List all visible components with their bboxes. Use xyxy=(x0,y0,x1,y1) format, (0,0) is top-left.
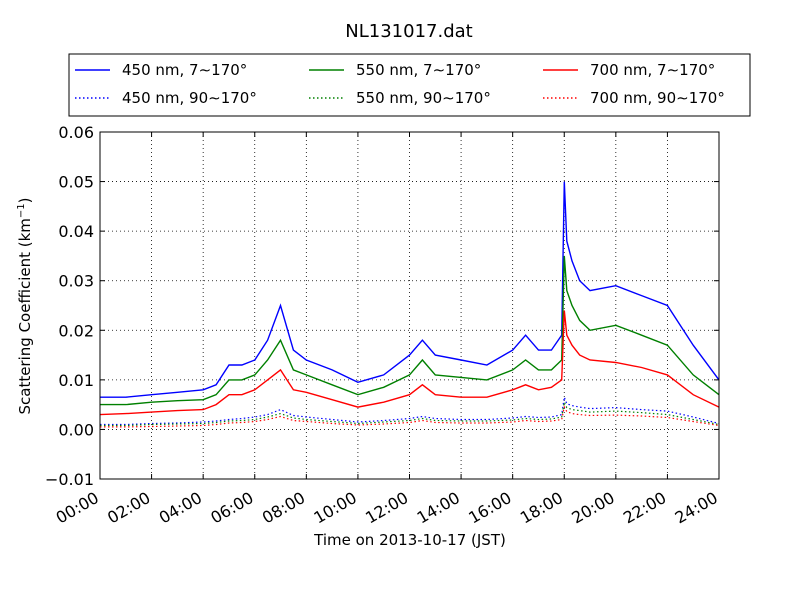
y-axis-label-unit-exponent: −1 xyxy=(16,203,27,218)
y-axis-label-close: ) xyxy=(16,197,34,203)
x-tick-label: 22:00 xyxy=(620,488,669,528)
grid-lines xyxy=(100,132,719,479)
x-tick-label: 00:00 xyxy=(53,488,102,528)
x-tick-label: 08:00 xyxy=(259,488,308,528)
x-tick-label: 16:00 xyxy=(465,488,514,528)
y-tick-label: 0.06 xyxy=(58,123,94,142)
y-tick-label: 0.04 xyxy=(58,222,94,241)
legend-label: 550 nm, 7∼170° xyxy=(356,61,481,79)
legend: 450 nm, 7∼170° 550 nm, 7∼170° 700 nm, 7∼17… xyxy=(75,61,725,107)
x-tick-label: 12:00 xyxy=(362,488,411,528)
x-tick-label: 06:00 xyxy=(207,488,256,528)
series-line xyxy=(100,181,720,398)
x-tick-label: 20:00 xyxy=(568,488,617,528)
legend-label: 700 nm, 7∼170° xyxy=(590,61,715,79)
y-tick-label: 0.00 xyxy=(58,420,94,439)
data-series xyxy=(99,181,720,428)
y-tick-labels: −0.01 0.00 0.01 0.02 0.03 0.04 0.05 0.06 xyxy=(45,123,94,489)
y-tick-label: −0.01 xyxy=(45,470,94,489)
legend-label: 700 nm, 90∼170° xyxy=(590,89,725,107)
legend-label: 550 nm, 90∼170° xyxy=(356,89,491,107)
x-tick-label: 10:00 xyxy=(310,488,359,528)
x-tick-labels: 00:00 02:00 04:00 06:00 08:00 10:00 12:00 14:00… xyxy=(53,488,721,528)
legend-label: 450 nm, 7∼170° xyxy=(122,61,247,79)
x-tick-label: 14:00 xyxy=(414,488,463,528)
x-tick-label: 02:00 xyxy=(104,488,153,528)
series-line xyxy=(99,310,720,416)
series-line xyxy=(100,400,720,427)
x-tick-label: 24:00 xyxy=(672,488,721,528)
axis-ticks xyxy=(99,131,720,480)
legend-box xyxy=(68,53,751,117)
series-line xyxy=(100,394,720,426)
y-tick-label: 0.05 xyxy=(58,173,94,192)
x-axis-label: Time on 2013-10-17 (JST) xyxy=(313,531,506,549)
series-line xyxy=(100,255,720,406)
y-tick-label: 0.02 xyxy=(58,321,94,340)
y-axis-label: Scattering Coefficient (km−1) xyxy=(16,197,34,414)
x-tick-label: 04:00 xyxy=(156,488,205,528)
y-axis-label-text: Scattering Coefficient (km xyxy=(16,218,34,414)
x-tick-label: 18:00 xyxy=(517,488,566,528)
chart-title: NL131017.dat xyxy=(345,21,472,42)
y-tick-label: 0.03 xyxy=(58,272,94,291)
y-tick-label: 0.01 xyxy=(58,371,94,390)
legend-label: 450 nm, 90∼170° xyxy=(122,89,257,107)
series-line xyxy=(100,405,720,428)
